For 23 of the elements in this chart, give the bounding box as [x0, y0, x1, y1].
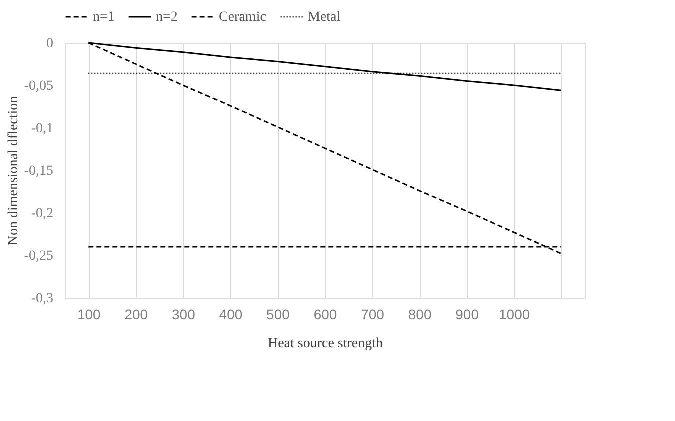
y-tick-label: -0,2 [31, 206, 54, 222]
legend-label: Ceramic [219, 10, 266, 25]
x-tick-label: 900 [456, 306, 480, 322]
y-tick-label: -0,25 [24, 249, 54, 264]
legend-label: Metal [308, 10, 341, 25]
legend-label: n=2 [156, 10, 178, 25]
x-tick-label: 300 [172, 306, 196, 322]
x-tick-label: 1000 [499, 306, 530, 322]
x-tick-label: 600 [314, 306, 338, 322]
x-tick-label: 100 [77, 306, 102, 322]
y-tick-label: -0,3 [31, 292, 54, 306]
x-axis-title: Heat source strength [268, 336, 384, 352]
x-tick-label: 700 [361, 306, 385, 322]
x-tick-label: 400 [219, 306, 243, 322]
y-tick-label: -0,15 [24, 164, 54, 179]
x-tick-label: 200 [124, 306, 148, 322]
x-tick-label: 800 [408, 306, 432, 322]
y-axis-title: Non dimensional dflection [6, 96, 22, 246]
y-tick-label: -0,1 [31, 122, 54, 136]
y-tick-label: -0,05 [24, 79, 54, 94]
legend-label: n=1 [93, 10, 115, 25]
y-tick-label: 0 [46, 36, 54, 52]
x-tick-label: 500 [266, 306, 290, 322]
